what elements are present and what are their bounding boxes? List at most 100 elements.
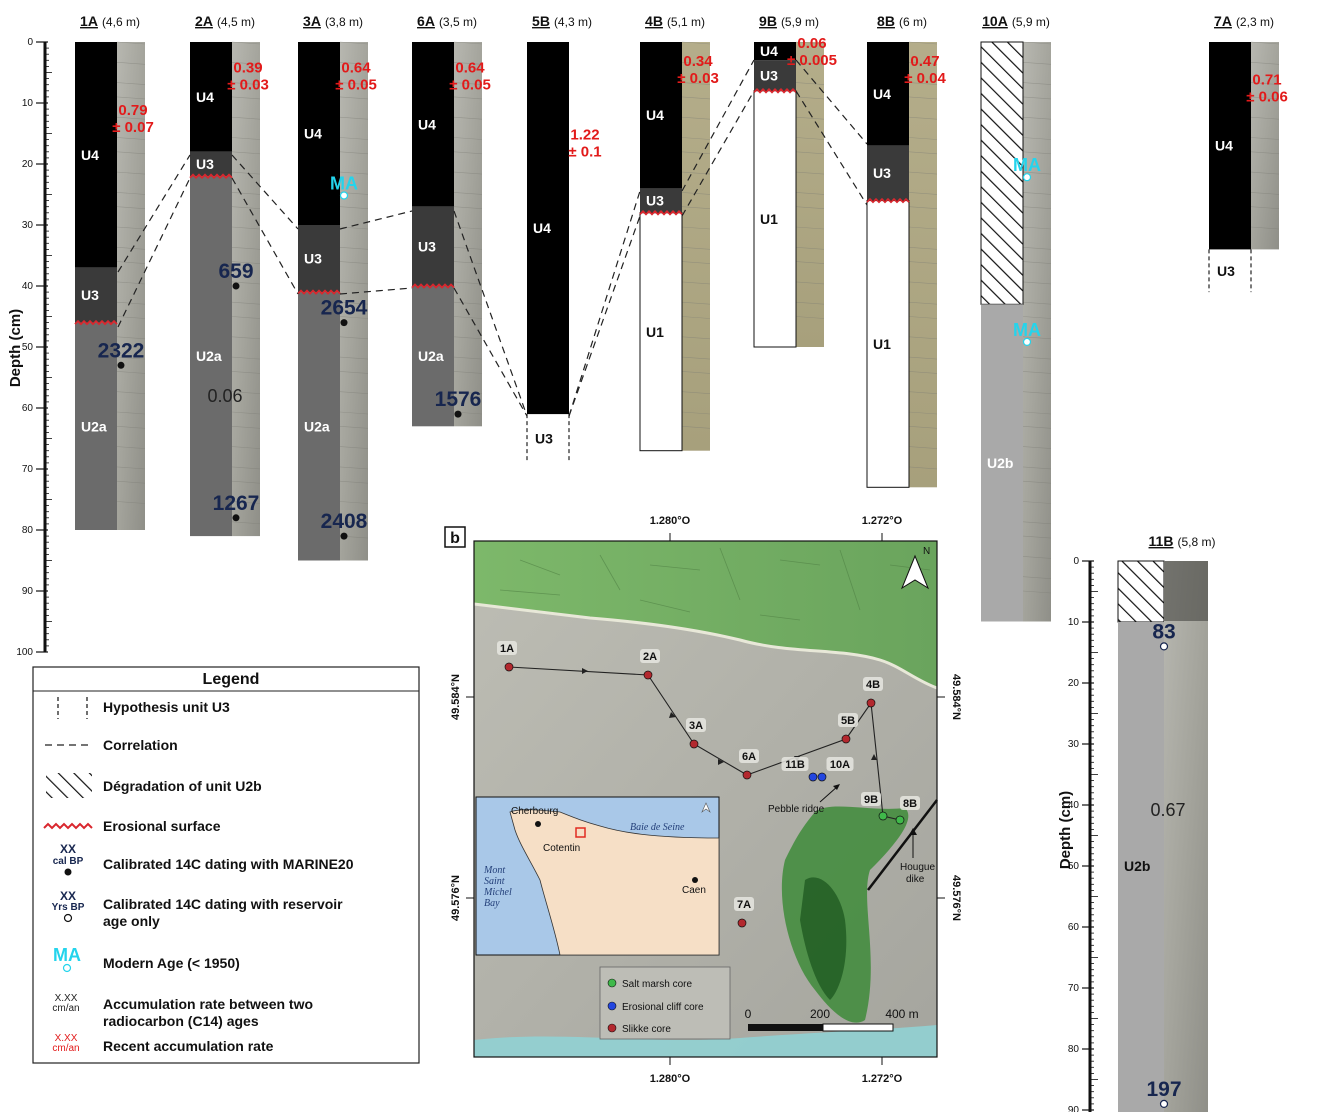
photo-texture: [681, 137, 711, 140]
map-legend-cliff: Erosional cliff core: [622, 1002, 704, 1013]
photo-texture: [1250, 116, 1280, 120]
photo-texture: [908, 356, 938, 360]
modern-age-label: MA: [330, 174, 358, 194]
photo-texture: [231, 116, 261, 120]
map-lat-right-1: 49.584°N: [950, 674, 962, 720]
core-11b-reservoir-age: 197: [1146, 1078, 1181, 1101]
legend-item-hypothesis: Hypothesis unit U3: [103, 699, 230, 715]
core-header: 9B (5,9 m): [759, 13, 819, 29]
unit-block: [640, 188, 682, 213]
core-1a: 1A (4,6 m) U4 U3 U2a 0.79± 0.07 2322: [74, 13, 154, 530]
depth-tick-label: 80: [22, 525, 34, 536]
recent-accumulation-rate: 0.39: [233, 59, 262, 76]
map-top-lon-2: 1.272°O: [862, 515, 903, 527]
unit-label: U4: [760, 43, 778, 59]
photo-texture: [231, 62, 261, 65]
site-label-bg: [861, 792, 881, 806]
photo-texture: [681, 391, 711, 394]
photo-texture: [231, 261, 261, 264]
unit-label: U3: [196, 156, 214, 172]
recent-accumulation-rate: ± 0.07: [112, 119, 154, 136]
core-4b: 4B (5,1 m) U4 U3 U1 0.34± 0.03: [639, 13, 719, 452]
core-length: (5,1 m): [667, 15, 705, 29]
photo-texture: [231, 336, 261, 340]
modern-age-dot: [339, 191, 349, 200]
core-id: 10A: [982, 13, 1008, 29]
depth-tick-label: 40: [22, 281, 34, 292]
unit-label: U1: [873, 336, 891, 352]
photo-texture: [116, 171, 146, 175]
accumulation-rate: 0.06: [207, 386, 242, 406]
photo-texture: [453, 281, 483, 285]
unit-label: U3: [81, 287, 99, 303]
cal-bp-symbol-xx: XX: [60, 842, 76, 856]
recent-rate-symbol-unit: cm/an: [52, 1043, 79, 1054]
core-id: 8B: [877, 13, 895, 29]
core-11b-photo-dark: [1164, 561, 1208, 621]
photo-texture: [1022, 411, 1052, 415]
photo-texture: [1022, 521, 1052, 525]
photo-texture: [795, 316, 825, 319]
unit-block: [980, 41, 1024, 305]
photo-texture: [339, 82, 369, 85]
photo-texture: [1022, 247, 1052, 250]
slikke-dot: [607, 1023, 617, 1033]
photo-texture: [908, 151, 938, 155]
photo-texture: [116, 62, 146, 65]
core-11b-tick-label: 50: [1068, 861, 1080, 872]
map-lat-left-1: 49.584°N: [450, 674, 462, 720]
site-label-bg: [640, 649, 660, 663]
photo-texture: [116, 247, 146, 250]
core-11b-id: 11B: [1149, 533, 1174, 549]
photo-texture: [116, 336, 146, 340]
photo-texture: [339, 316, 369, 319]
filled-dot-symbol: [64, 868, 72, 876]
core-length: (4,6 m): [102, 15, 140, 29]
photo-texture: [453, 82, 483, 85]
map-site-2a: 2A: [643, 651, 657, 663]
site-label-bg: [739, 749, 759, 763]
unit-block: [412, 42, 454, 207]
core-11b-tick-label: 40: [1068, 800, 1080, 811]
legend: Legend Hypothesis unit U3 Correlation Dé…: [32, 666, 420, 1064]
unit-label: U4: [873, 86, 891, 102]
unit-block: [867, 42, 909, 146]
unit-label: U1: [760, 211, 778, 227]
legend-frame: [32, 666, 420, 1064]
core-header: 5B (4,3 m): [532, 13, 592, 29]
site-label-bg: [900, 796, 920, 810]
photo-texture: [908, 261, 938, 264]
recent-accumulation-rate: ± 0.03: [677, 70, 719, 87]
recent-accumulation-rate: 1.22: [570, 126, 599, 143]
photo-texture: [339, 426, 369, 429]
photo-texture: [908, 316, 938, 319]
cal-bp-dot: [117, 361, 125, 369]
photo-texture: [339, 41, 369, 45]
photo-texture: [681, 356, 711, 360]
map-site-dot: [737, 918, 747, 928]
photo-texture: [231, 96, 261, 100]
dike-label: dike: [906, 874, 925, 885]
photo-texture: [795, 226, 825, 230]
core-photo: [682, 42, 710, 451]
core-11b-tick-label: 70: [1068, 983, 1080, 994]
modern-age-dot: [1022, 337, 1032, 346]
unit-label: U4: [196, 89, 214, 105]
cal-bp-age: 1267: [213, 492, 260, 515]
erosion-symbol: [43, 822, 93, 830]
photo-texture: [908, 171, 938, 175]
photo-texture: [116, 226, 146, 230]
photo-texture: [1022, 116, 1052, 120]
north-label: N: [923, 546, 930, 557]
photo-texture: [681, 336, 711, 340]
photo-texture: [453, 247, 483, 250]
photo-texture: [908, 41, 938, 45]
photo-texture: [1022, 82, 1052, 85]
photo-texture: [339, 247, 369, 250]
photo-texture: [453, 41, 483, 45]
hougue-label: Hougue: [900, 862, 935, 873]
core-header: 3A (3,8 m): [303, 13, 363, 29]
core-photo: [909, 42, 937, 488]
scale-bar-white: [822, 1023, 894, 1032]
pebble-ridge-label: Pebble ridge: [768, 804, 825, 815]
